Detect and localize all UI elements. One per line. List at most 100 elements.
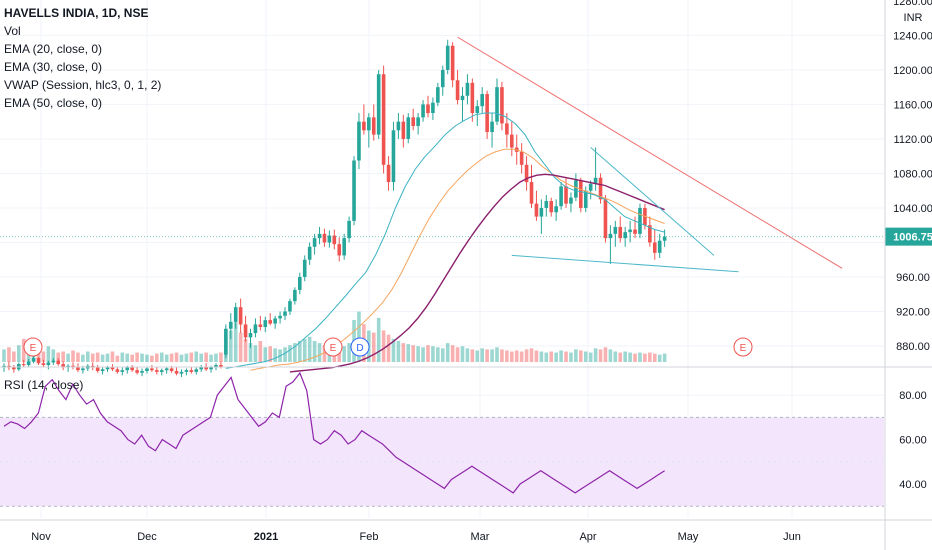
- candle-body[interactable]: [199, 366, 203, 370]
- candle-body[interactable]: [613, 226, 618, 234]
- candle-body[interactable]: [559, 186, 563, 207]
- candle-body[interactable]: [564, 186, 568, 204]
- candle-body[interactable]: [159, 370, 164, 372]
- candle-body[interactable]: [554, 206, 558, 213]
- legend-volume[interactable]: Vol: [4, 24, 21, 38]
- candle-body[interactable]: [623, 232, 627, 239]
- candle-body[interactable]: [406, 117, 411, 139]
- candle-body[interactable]: [61, 364, 65, 368]
- candle-body[interactable]: [31, 358, 36, 362]
- candle-body[interactable]: [652, 242, 657, 253]
- candle-body[interactable]: [529, 182, 534, 204]
- candle-body[interactable]: [534, 203, 539, 217]
- candle-body[interactable]: [71, 365, 75, 367]
- trendline-wedge-lower[interactable]: [511, 254, 739, 273]
- rsi-axis[interactable]: 40.00 60.00 80.00: [899, 390, 927, 491]
- candle-body[interactable]: [588, 183, 593, 191]
- candle-body[interactable]: [539, 207, 544, 217]
- candle-body[interactable]: [307, 246, 312, 260]
- candle-body[interactable]: [638, 207, 642, 234]
- candle-body[interactable]: [317, 233, 322, 239]
- candle-body[interactable]: [436, 87, 440, 103]
- candle-body[interactable]: [312, 238, 317, 247]
- candle-body[interactable]: [115, 369, 120, 372]
- candle-body[interactable]: [362, 121, 366, 131]
- legend-ema20[interactable]: EMA (20, close, 0): [4, 42, 103, 56]
- trendline-wedge-upper[interactable]: [590, 147, 715, 256]
- symbol-title[interactable]: HAVELLS INDIA, 1D, NSE: [4, 6, 149, 20]
- candle-body[interactable]: [140, 371, 144, 373]
- event-marker[interactable]: E: [323, 337, 343, 357]
- candle-body[interactable]: [150, 368, 154, 371]
- candle-body[interactable]: [465, 82, 470, 96]
- candle-body[interactable]: [100, 369, 105, 372]
- candle-body[interactable]: [12, 367, 16, 370]
- candle-body[interactable]: [293, 289, 297, 302]
- candle-body[interactable]: [228, 321, 233, 329]
- candle-body[interactable]: [41, 363, 46, 365]
- candle-body[interactable]: [662, 236, 667, 241]
- candle-body[interactable]: [460, 95, 465, 101]
- candle-body[interactable]: [524, 164, 529, 183]
- time-axis[interactable]: Nov Dec 2021 Feb Mar Apr May Jun: [31, 531, 801, 543]
- candle-body[interactable]: [56, 360, 61, 365]
- candle-body[interactable]: [475, 106, 480, 114]
- candle-body[interactable]: [603, 199, 608, 239]
- candle-body[interactable]: [21, 364, 26, 366]
- candle-body[interactable]: [209, 367, 213, 370]
- candle-body[interactable]: [509, 134, 514, 148]
- candle-body[interactable]: [347, 220, 351, 239]
- candle-body[interactable]: [253, 324, 258, 334]
- candle-body[interactable]: [36, 358, 41, 364]
- candle-body[interactable]: [214, 364, 218, 368]
- candle-body[interactable]: [505, 123, 509, 135]
- candle-body[interactable]: [593, 177, 598, 184]
- candle-body[interactable]: [268, 320, 273, 324]
- candle-body[interactable]: [332, 235, 337, 245]
- candle-body[interactable]: [263, 320, 268, 328]
- candle-body[interactable]: [283, 311, 287, 316]
- candle-body[interactable]: [233, 307, 238, 322]
- candle-body[interactable]: [169, 368, 174, 372]
- candle-body[interactable]: [618, 226, 623, 239]
- candle-body[interactable]: [440, 69, 445, 88]
- candle-body[interactable]: [470, 82, 475, 114]
- rsi-legend[interactable]: RSI (14, close): [4, 378, 84, 392]
- candle-body[interactable]: [579, 180, 583, 208]
- candle-body[interactable]: [179, 371, 184, 374]
- candle-body[interactable]: [376, 74, 381, 135]
- candle-body[interactable]: [381, 74, 386, 165]
- candle-body[interactable]: [455, 80, 460, 101]
- trendlines[interactable]: [457, 36, 843, 273]
- candle-body[interactable]: [396, 121, 401, 131]
- candle-body[interactable]: [120, 370, 125, 372]
- candle-body[interactable]: [401, 121, 406, 139]
- candle-body[interactable]: [76, 366, 80, 371]
- event-marker[interactable]: E: [733, 337, 753, 357]
- candle-body[interactable]: [46, 362, 51, 365]
- candle-body[interactable]: [194, 369, 199, 372]
- candle-body[interactable]: [337, 244, 342, 256]
- candle-body[interactable]: [480, 94, 485, 107]
- candle-body[interactable]: [327, 235, 332, 243]
- candle-body[interactable]: [95, 367, 100, 372]
- candle-body[interactable]: [81, 368, 85, 371]
- event-marker[interactable]: E: [23, 337, 43, 357]
- candle-body[interactable]: [278, 315, 282, 319]
- candle-body[interactable]: [657, 240, 662, 253]
- candle-body[interactable]: [243, 324, 248, 338]
- candle-body[interactable]: [302, 259, 307, 277]
- candle-body[interactable]: [495, 87, 499, 122]
- candle-body[interactable]: [633, 229, 637, 234]
- candle-body[interactable]: [391, 130, 396, 183]
- candle-body[interactable]: [411, 117, 415, 126]
- candle-body[interactable]: [490, 121, 494, 133]
- candle-body[interactable]: [426, 104, 430, 114]
- candle-body[interactable]: [298, 276, 302, 290]
- candle-body[interactable]: [598, 177, 603, 200]
- candle-body[interactable]: [184, 370, 189, 372]
- legend-vwap[interactable]: VWAP (Session, hlc3, 0, 1, 2): [4, 78, 162, 92]
- candle-body[interactable]: [258, 324, 263, 328]
